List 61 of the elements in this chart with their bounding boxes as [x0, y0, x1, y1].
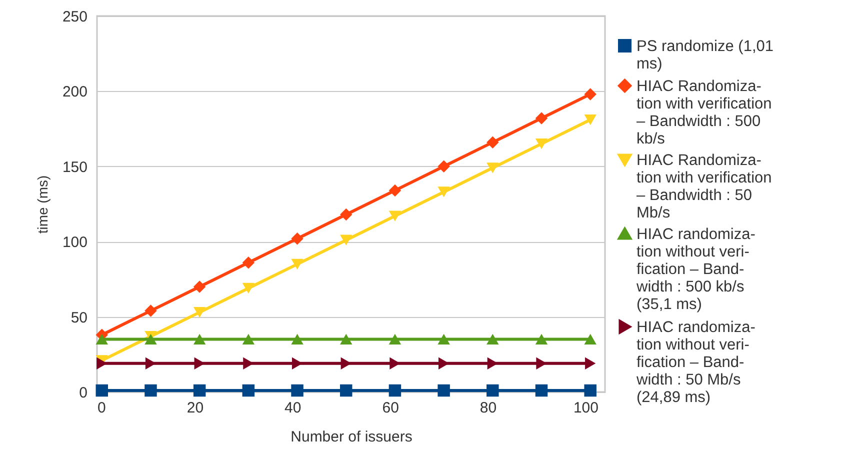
point — [438, 186, 450, 198]
x-axis-title: Number of issuers — [290, 428, 412, 446]
point — [340, 208, 352, 221]
point — [242, 282, 255, 294]
legend-label: HIAC Randomiza- tion with verification – Bandwidth : 50 Mb/s — [636, 152, 772, 222]
point — [291, 334, 304, 345]
y-tick-label: 150 — [62, 158, 88, 176]
x-tick-label: 80 — [480, 400, 497, 416]
point — [193, 306, 206, 318]
point — [486, 162, 499, 174]
point — [291, 258, 304, 270]
point — [193, 384, 206, 397]
y-axis-title: time (ms) — [34, 175, 50, 234]
point — [340, 384, 352, 397]
point — [584, 88, 596, 100]
point — [486, 334, 499, 345]
point — [291, 232, 304, 245]
point — [144, 334, 157, 345]
y-tick-label: 50 — [70, 309, 88, 326]
point — [438, 160, 450, 173]
point — [340, 334, 352, 345]
x-tick-label: 100 — [573, 400, 598, 416]
point — [144, 384, 157, 397]
x-tick-label: 0 — [98, 400, 106, 416]
point — [388, 384, 402, 397]
point — [584, 334, 596, 345]
point — [242, 334, 255, 345]
point — [388, 334, 402, 345]
point — [291, 384, 304, 397]
point — [144, 304, 157, 317]
point — [242, 256, 255, 269]
point — [193, 280, 206, 293]
x-tick-label: 60 — [382, 400, 399, 416]
point — [535, 112, 548, 124]
point — [340, 234, 352, 246]
point — [584, 384, 596, 397]
point — [584, 114, 596, 126]
y-tick-label: 250 — [62, 8, 88, 26]
legend-label: HIAC Randomiza- tion with verification – Bandwidth : 500 kb/s — [636, 78, 772, 148]
y-tick-label: 0 — [79, 384, 88, 402]
point — [535, 138, 548, 150]
legend-label: HIAC randomiza- tion without veri- fication – Band- width : 500 kb/s (35,1 ms) — [636, 226, 756, 313]
point — [388, 210, 402, 222]
point — [535, 384, 548, 397]
y-tick-label: 200 — [62, 84, 88, 101]
point — [438, 384, 450, 397]
point — [486, 384, 499, 397]
point — [242, 384, 255, 397]
point — [193, 334, 206, 345]
legend-label: PS randomize (1,01 ms) — [636, 38, 774, 72]
point — [585, 357, 596, 370]
point — [96, 384, 108, 397]
point — [96, 334, 108, 345]
point — [486, 136, 499, 148]
point — [438, 334, 450, 345]
legend-label: HIAC randomiza- tion without veri- fication – Band- width : 50 Mb/s (24,89 ms) — [636, 318, 756, 406]
x-tick-label: 40 — [284, 400, 302, 416]
x-tick-label: 20 — [186, 400, 204, 416]
y-tick-label: 100 — [62, 234, 88, 252]
point — [388, 184, 402, 197]
point — [535, 334, 548, 345]
